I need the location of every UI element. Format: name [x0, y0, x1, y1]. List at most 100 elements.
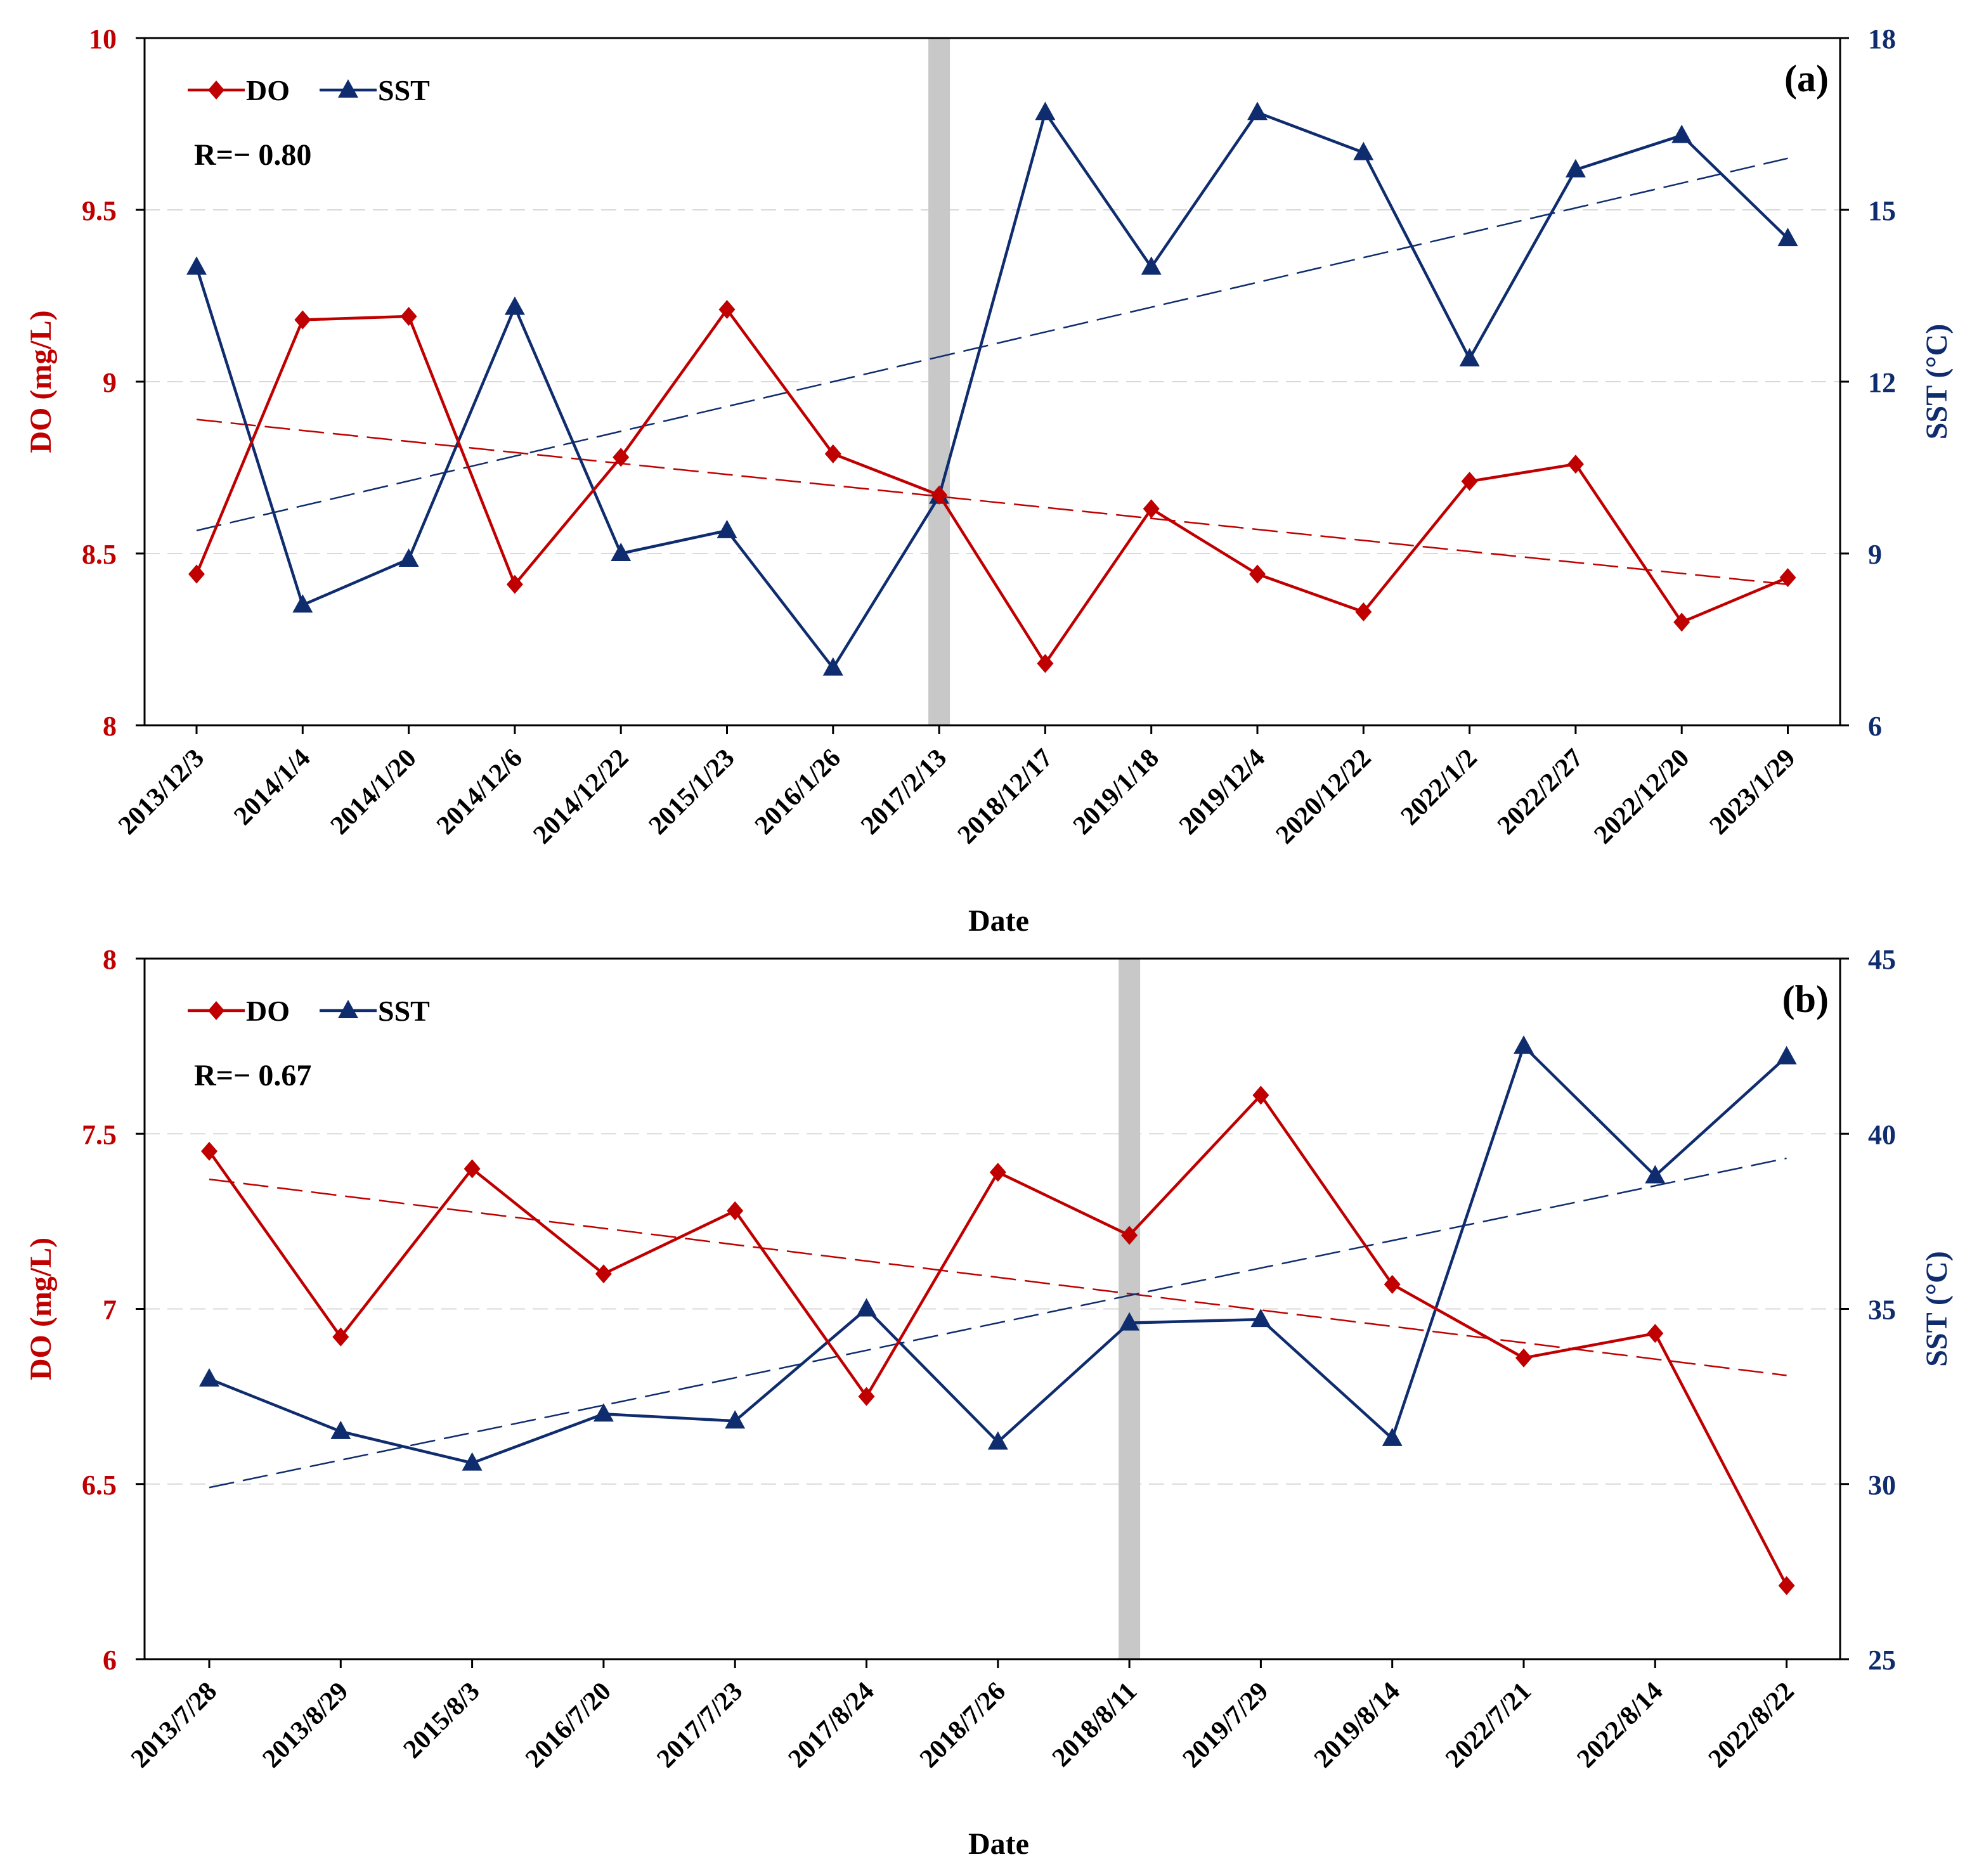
x-tick-label: 2018/7/26	[914, 1677, 1011, 1774]
right-tick-label: 15	[1868, 195, 1896, 226]
do-point	[188, 564, 205, 584]
legend-do-marker	[208, 81, 224, 100]
left-axis-title: DO (mg/L)	[24, 310, 58, 453]
right-tick-label: 40	[1868, 1119, 1896, 1150]
right-tick-label: 25	[1868, 1645, 1896, 1676]
left-tick-label: 7.5	[82, 1119, 117, 1150]
x-tick-label: 2022/7/21	[1440, 1677, 1537, 1774]
legend-do-marker	[208, 1001, 224, 1020]
x-tick-label: 2015/1/23	[644, 744, 741, 841]
sst-point	[1141, 256, 1162, 275]
sst-point	[504, 296, 525, 315]
sst-point	[1777, 228, 1798, 247]
do-point	[1121, 1226, 1138, 1245]
left-tick-label: 6	[103, 1645, 117, 1676]
legend-sst-marker	[338, 79, 358, 98]
highlight-band	[1119, 959, 1141, 1659]
do-point	[1249, 564, 1266, 584]
legend-sst-marker	[338, 1000, 358, 1018]
x-tick-label: 2017/7/23	[651, 1677, 748, 1774]
sst-point	[1353, 141, 1374, 160]
sst-point	[330, 1420, 351, 1439]
x-tick-label: 2013/7/28	[126, 1677, 223, 1774]
sst-point	[462, 1452, 483, 1471]
right-axis-title: SST (°C)	[1920, 1251, 1954, 1366]
sst-point	[1119, 1312, 1140, 1331]
right-tick-label: 45	[1868, 944, 1896, 975]
do-point	[332, 1327, 349, 1347]
sst-point	[1671, 124, 1692, 143]
x-tick-label: 2017/2/13	[855, 744, 952, 841]
sst-point	[1459, 347, 1480, 366]
trendline-do	[209, 1178, 1787, 1376]
do-point	[824, 444, 841, 463]
x-tick-label: 2023/1/29	[1704, 744, 1801, 841]
x-tick-label: 2019/8/14	[1309, 1677, 1406, 1774]
x-tick-label: 2018/8/11	[1047, 1677, 1143, 1773]
sst-point	[1035, 101, 1056, 120]
left-tick-label: 9.5	[82, 195, 117, 226]
do-point	[1567, 455, 1584, 474]
x-tick-label: 2017/8/24	[783, 1677, 880, 1774]
legend-do-label: DO	[246, 74, 290, 107]
x-tick-label: 2022/12/20	[1588, 744, 1695, 850]
x-tick-label: 2015/8/3	[398, 1677, 486, 1764]
do-point	[201, 1141, 217, 1161]
do-point	[1143, 499, 1160, 519]
panel-b: 6 6.5 7 7.5 8 25 30 35 40 45 2013/7/28 2013/8/29 201…	[24, 944, 1954, 1861]
sst-point	[292, 594, 313, 613]
do-point	[931, 485, 948, 505]
x-tick-label: 2016/1/26	[749, 744, 847, 841]
left-tick-label: 8.5	[82, 539, 117, 570]
do-point	[1515, 1348, 1532, 1368]
left-tick-label: 10	[89, 23, 117, 55]
right-tick-label: 18	[1868, 23, 1896, 55]
do-point	[464, 1159, 481, 1179]
sst-point	[1645, 1165, 1666, 1184]
x-tick-label: 2020/12/22	[1271, 744, 1377, 850]
panel-label: (b)	[1782, 978, 1829, 1020]
legend-do-label: DO	[246, 995, 290, 1027]
do-point	[718, 300, 736, 320]
x-tick-label: 2022/2/27	[1492, 744, 1589, 841]
sst-point	[717, 519, 737, 538]
x-tick-label: 2014/1/4	[228, 744, 316, 831]
do-point	[727, 1201, 744, 1220]
left-tick-label: 7	[103, 1295, 117, 1326]
sst-point	[725, 1410, 746, 1429]
sst-point	[1776, 1045, 1797, 1064]
do-point	[1778, 1575, 1795, 1595]
x-tick-label: 2014/1/20	[325, 744, 422, 841]
do-point	[1037, 654, 1054, 673]
series-line-do	[195, 307, 1789, 665]
x-tick-label: 2013/8/29	[257, 1677, 354, 1774]
left-tick-label: 8	[103, 711, 117, 742]
x-tick-label: 2022/1/2	[1396, 744, 1483, 831]
right-tick-label: 30	[1868, 1470, 1896, 1501]
sst-point	[1565, 158, 1586, 178]
right-axis-title: SST (°C)	[1920, 324, 1954, 439]
x-tick-label: 2014/12/6	[431, 744, 528, 841]
x-tick-label: 2016/7/20	[520, 1677, 617, 1774]
sst-point	[593, 1403, 614, 1422]
sst-point	[398, 548, 419, 567]
do-point	[858, 1387, 875, 1406]
x-tick-label: 2022/8/22	[1703, 1677, 1800, 1774]
correlation-label: R=− 0.80	[194, 138, 311, 172]
do-point	[595, 1264, 612, 1284]
left-tick-label: 6.5	[82, 1470, 117, 1501]
left-tick-label: 9	[103, 367, 117, 398]
sst-point	[611, 543, 632, 561]
sst-point	[1382, 1427, 1403, 1446]
x-tick-label: 2014/12/22	[528, 744, 634, 850]
sst-point	[856, 1298, 877, 1317]
x-tick-label: 2019/1/18	[1068, 744, 1165, 841]
sst-point	[1514, 1035, 1534, 1054]
do-point	[506, 574, 523, 594]
trendline-do	[196, 418, 1788, 586]
panel-label: (a)	[1784, 58, 1829, 100]
do-point	[1647, 1324, 1664, 1343]
sst-point	[186, 256, 207, 275]
